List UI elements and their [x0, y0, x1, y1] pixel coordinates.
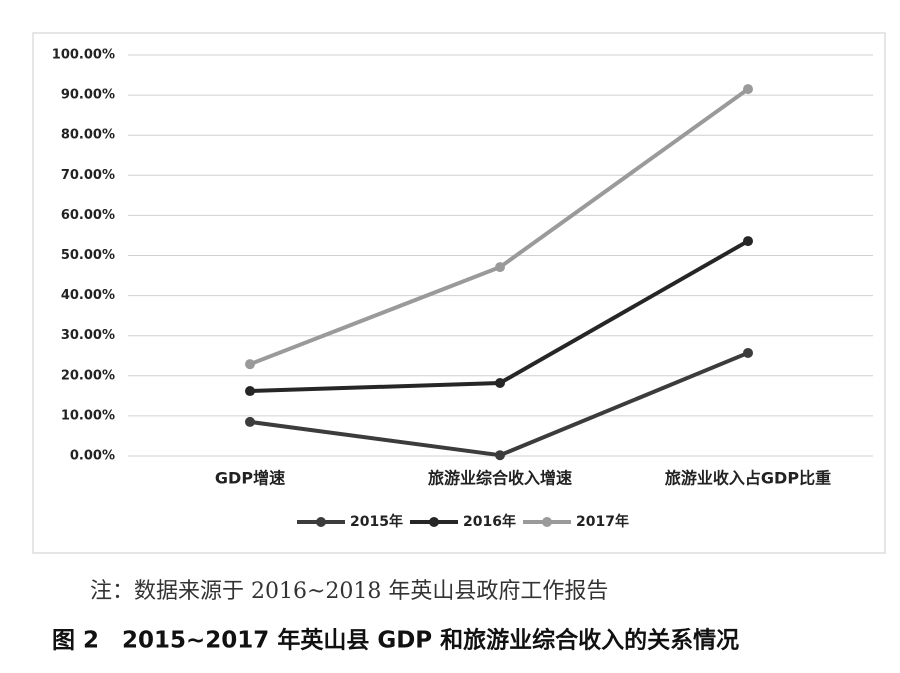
point	[495, 262, 505, 273]
point	[245, 359, 255, 370]
y-tick-label: 100.00%	[52, 48, 115, 63]
legend-marker	[542, 517, 552, 527]
chart-frame	[32, 32, 886, 554]
legend-marker	[316, 517, 326, 527]
legend-label: 2017年	[576, 513, 629, 530]
y-tick-label: 0.00%	[70, 449, 115, 464]
legend-label: 2015年	[350, 513, 403, 530]
point	[495, 378, 505, 389]
legend-label: 2016年	[463, 513, 516, 530]
y-tick-label: 30.00%	[61, 328, 115, 343]
x-tick-label: 旅游业综合收入增速	[428, 469, 572, 488]
point	[743, 347, 753, 358]
y-tick-label: 10.00%	[61, 408, 115, 423]
point	[245, 416, 255, 427]
point	[743, 84, 753, 95]
caption: 图 2 2015~2017 年英山县 GDP 和旅游业综合收入的关系情况	[52, 627, 739, 654]
x-tick-label: 旅游业收入占GDP比重	[665, 469, 831, 488]
y-tick-label: 70.00%	[61, 168, 115, 183]
y-tick-label: 80.00%	[61, 128, 115, 143]
y-tick-label: 60.00%	[61, 208, 115, 223]
y-tick-label: 90.00%	[61, 88, 115, 103]
legend-marker	[429, 517, 439, 527]
point	[743, 236, 753, 247]
point	[245, 386, 255, 397]
note: 注：数据来源于 2016~2018 年英山县政府工作报告	[90, 579, 608, 604]
y-tick-label: 40.00%	[61, 288, 115, 303]
x-tick-label: GDP增速	[215, 469, 285, 488]
point	[495, 450, 505, 461]
y-tick-label: 20.00%	[61, 368, 115, 383]
y-tick-label: 50.00%	[61, 248, 115, 263]
